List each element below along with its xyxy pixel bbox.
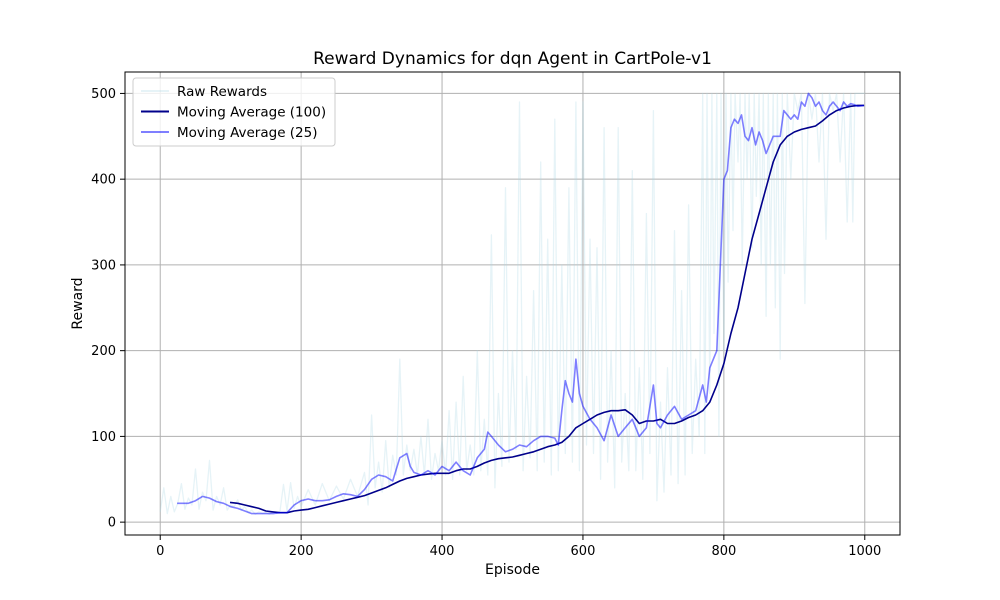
legend-label: Moving Average (25) — [177, 125, 318, 141]
series-line-moving-average-25 — [177, 92, 865, 515]
y-tick-label: 300 — [91, 258, 116, 273]
series-line-moving-average-100 — [229, 104, 865, 514]
x-tick-label: 1000 — [848, 544, 881, 559]
y-tick-label: 400 — [91, 173, 116, 188]
y-tick-label: 500 — [91, 87, 116, 102]
plot-frame — [124, 71, 901, 536]
y-tick-label: 0 — [108, 516, 116, 531]
chart-title: Reward Dynamics for dqn Agent in CartPol… — [313, 49, 712, 69]
x-tick-label: 600 — [571, 544, 596, 559]
legend-label: Moving Average (100) — [177, 105, 326, 121]
series-line-raw-rewards — [159, 92, 865, 516]
x-tick-label: 800 — [711, 544, 736, 559]
grid-lines — [125, 72, 900, 535]
axis-ticks: 0 200 400 600 800 1000 0 100 200 300 400 500 — [91, 87, 881, 559]
x-tick-label: 200 — [289, 544, 314, 559]
series-lines — [159, 92, 865, 516]
legend-box — [132, 77, 336, 147]
y-tick-label: 200 — [91, 344, 116, 359]
legend-label: Raw Rewards — [177, 84, 267, 100]
y-axis-label: Reward — [70, 277, 86, 329]
legend: Raw Rewards Moving Average (100) Moving Av… — [132, 77, 336, 147]
x-tick-label: 400 — [430, 544, 455, 559]
x-axis-label: Episode — [485, 562, 540, 578]
y-tick-label: 100 — [91, 430, 116, 445]
x-tick-label: 0 — [156, 544, 164, 559]
